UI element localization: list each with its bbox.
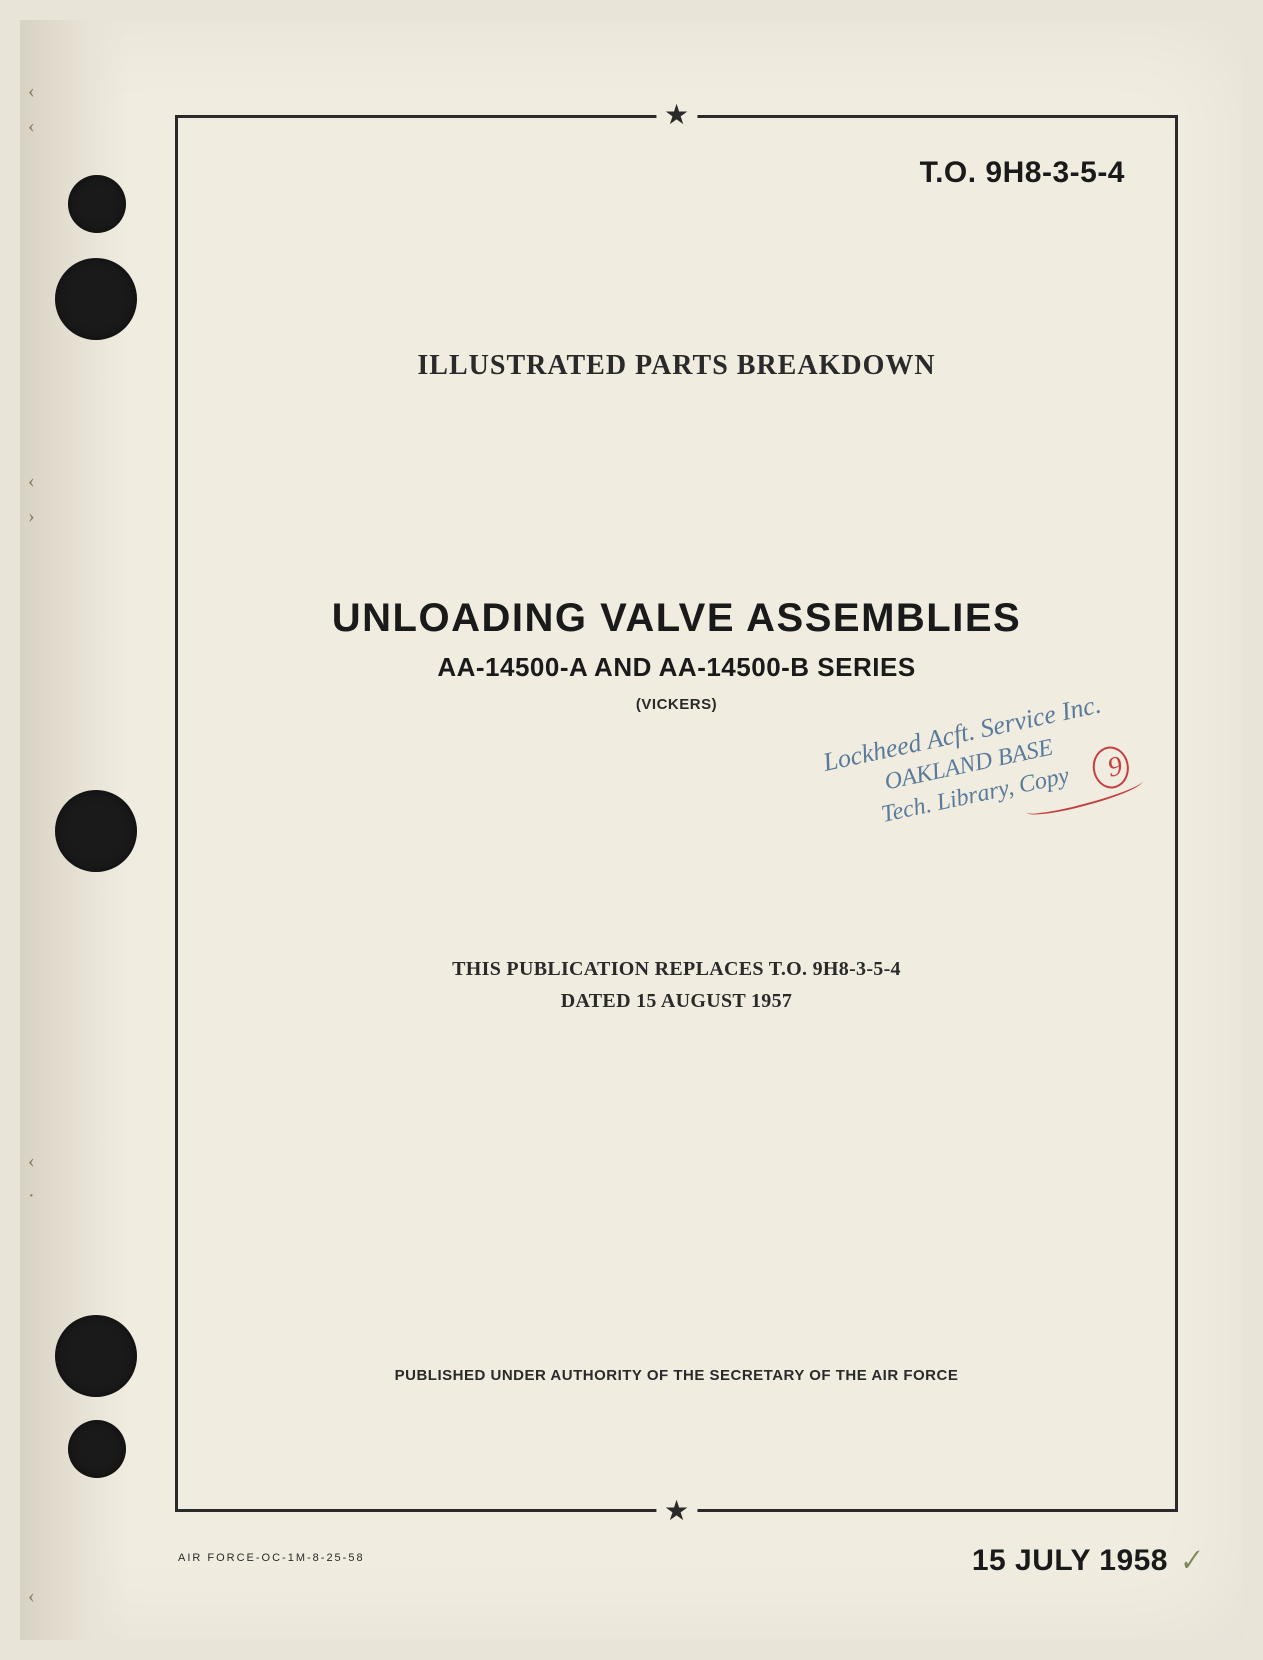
star-icon: ★	[656, 102, 697, 130]
publication-date: 15 JULY 1958	[972, 1544, 1168, 1578]
binding-mark: ›	[28, 505, 53, 525]
replaces-line-1: THIS PUBLICATION REPLACES T.O. 9H8-3-5-4	[452, 958, 901, 980]
main-title: UNLOADING VALVE ASSEMBLIES	[178, 596, 1175, 641]
binding-mark: ‹	[28, 470, 53, 490]
document-border: ★ ★ T.O. 9H8-3-5-4 ILLUSTRATED PARTS BRE…	[175, 115, 1178, 1512]
binding-mark: ‹	[28, 1585, 53, 1605]
checkmark-annotation: ✓	[1175, 1542, 1204, 1580]
replaces-notice: THIS PUBLICATION REPLACES T.O. 9H8-3-5-4…	[178, 953, 1175, 1017]
punch-hole	[55, 1315, 137, 1397]
print-info: AIR FORCE-OC-1M-8-25-58	[178, 1552, 365, 1564]
technical-order-number: T.O. 9H8-3-5-4	[920, 156, 1125, 190]
authority-statement: PUBLISHED UNDER AUTHORITY OF THE SECRETA…	[178, 1367, 1175, 1384]
document-page: ‹ ‹ ‹ › ‹ · ‹ ★ ★ T.O. 9H8-3-5-4 ILLUSTR…	[20, 20, 1243, 1640]
document-type: ILLUSTRATED PARTS BREAKDOWN	[178, 350, 1175, 382]
binding-mark: ‹	[28, 1150, 53, 1170]
binding-mark: ‹	[28, 115, 53, 135]
punch-hole	[55, 790, 137, 872]
punch-hole	[68, 1420, 126, 1478]
punch-hole	[68, 175, 126, 233]
star-icon: ★	[656, 1498, 697, 1526]
binding-mark: ‹	[28, 80, 53, 100]
replaces-line-2: DATED 15 AUGUST 1957	[561, 990, 792, 1012]
subtitle: AA-14500-A AND AA-14500-B SERIES	[178, 652, 1175, 683]
punch-hole	[55, 258, 137, 340]
binding-mark: ·	[28, 1185, 53, 1205]
